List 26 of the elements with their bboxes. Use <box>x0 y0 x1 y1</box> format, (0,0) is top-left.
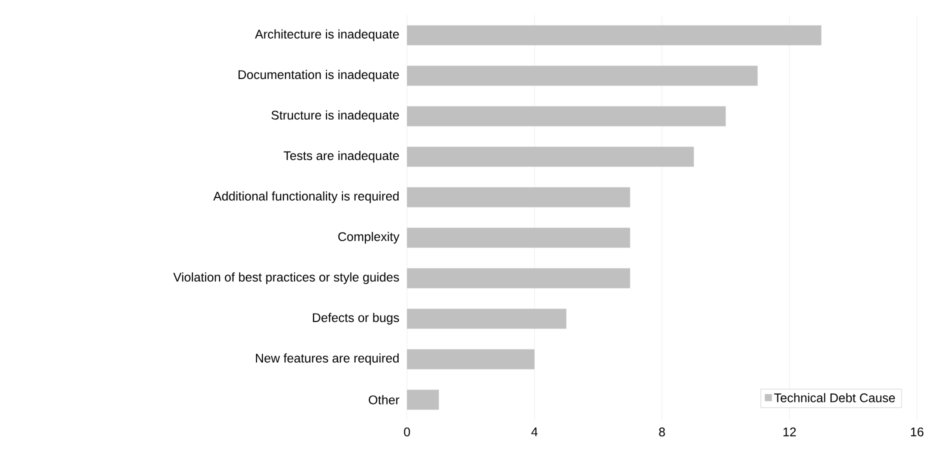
y-tick-label: Documentation is inadequate <box>238 70 399 82</box>
bar <box>407 228 630 248</box>
x-tick-label: 12 <box>784 428 796 436</box>
y-tick-label: Defects or bugs <box>312 312 400 325</box>
bar <box>407 187 630 208</box>
x-tick-label: 0 <box>404 428 410 436</box>
x-tick-label: 4 <box>531 428 538 436</box>
bar <box>407 146 694 167</box>
x-tick-label: 8 <box>659 428 665 436</box>
y-tick-label: New features are required <box>256 353 399 366</box>
y-tick-label: Structure is inadequate <box>271 110 399 122</box>
x-tick-label: 16 <box>911 428 924 436</box>
y-tick-label: Architecture is inadequate <box>254 29 399 42</box>
legend-label: Technical Debt Cause <box>774 393 895 402</box>
bar <box>407 106 726 126</box>
y-tick-label: Violation of best practices or style guides <box>173 272 399 284</box>
bar <box>407 268 630 288</box>
bar <box>407 308 566 329</box>
bar <box>407 390 439 410</box>
y-tick-label: Additional functionality is required <box>213 191 399 204</box>
bar <box>407 66 758 86</box>
bar <box>407 349 534 370</box>
y-tick-label: Complexity <box>338 232 400 244</box>
y-tick-label: Tests are inadequate <box>284 150 399 163</box>
y-tick-label: Other <box>368 395 400 404</box>
bar <box>407 25 822 46</box>
